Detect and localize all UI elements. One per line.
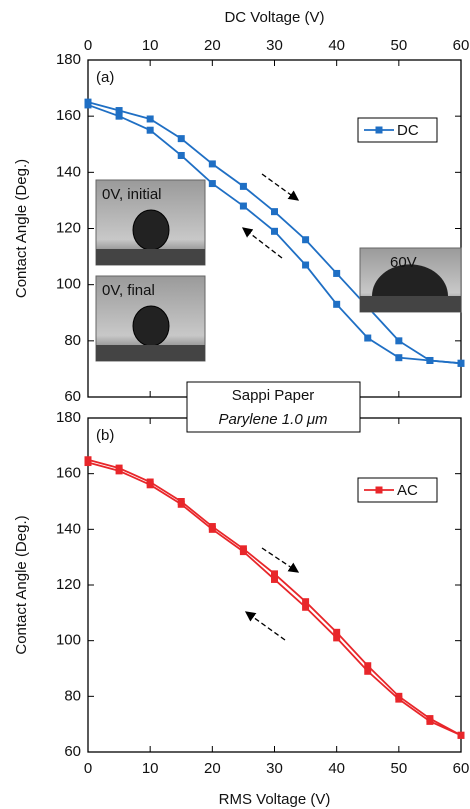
y-tick-label: 160 (56, 107, 81, 124)
x-tick-label: 20 (204, 37, 221, 54)
data-point (333, 628, 341, 636)
droplet (132, 209, 170, 251)
data-point (302, 236, 310, 244)
data-point (333, 300, 341, 308)
droplet (132, 305, 170, 347)
inset-label: 60V (390, 254, 417, 271)
data-point (84, 101, 92, 109)
data-point (208, 525, 216, 533)
x-tick-label: 10 (142, 760, 159, 777)
inset-ground (96, 249, 205, 265)
data-point (364, 662, 372, 670)
y-tick-label: 120 (56, 576, 81, 593)
x-tick-label: 50 (390, 37, 407, 54)
legend-label: DC (397, 122, 419, 139)
y-tick-label: 160 (56, 465, 81, 482)
x-tick-label: 40 (328, 760, 345, 777)
x-tick-label: 40 (328, 37, 345, 54)
data-point (84, 459, 92, 467)
y-tick-label: 80 (64, 687, 81, 704)
data-point (302, 261, 310, 269)
x-tick-label: 30 (266, 37, 283, 54)
data-point (426, 717, 434, 725)
data-point (115, 107, 123, 115)
sweep-arrow (261, 547, 300, 573)
data-point (271, 208, 278, 216)
x-tick-label: 0 (84, 37, 92, 54)
data-point (426, 356, 434, 364)
data-point (177, 135, 185, 143)
annotation: Sappi Paper (232, 387, 315, 404)
y-tick-label: 100 (56, 276, 81, 293)
panel-label: (a) (96, 69, 114, 86)
data-point (457, 731, 465, 739)
data-point (302, 603, 310, 611)
y-tick-label: 140 (56, 163, 81, 180)
annotation: Parylene 1.0 μm (218, 411, 327, 428)
y-tick-label: 100 (56, 632, 81, 649)
series-line (87, 461, 462, 737)
sweep-arrow (244, 611, 286, 641)
y-tick-label: 140 (56, 520, 81, 537)
y-tick-label: 60 (64, 743, 81, 760)
panel-label: (b) (96, 427, 114, 444)
x-tick-label: 10 (142, 37, 159, 54)
data-point (115, 112, 123, 120)
sweep-arrow (261, 173, 300, 201)
data-point (177, 151, 185, 159)
y-tick-label: 120 (56, 219, 81, 236)
data-point (177, 500, 185, 508)
y-axis-label: Contact Angle (Deg.) (13, 159, 30, 298)
data-point (395, 337, 403, 345)
y-tick-label: 60 (64, 388, 81, 405)
data-point (395, 695, 403, 703)
data-point (271, 575, 278, 583)
x-tick-label: 30 (266, 760, 283, 777)
x-axis-label: RMS Voltage (V) (219, 791, 331, 808)
y-tick-label: 180 (56, 51, 81, 68)
data-point (239, 548, 247, 556)
x-tick-label: 50 (390, 760, 407, 777)
x-tick-label: 0 (84, 760, 92, 777)
data-point (333, 269, 341, 277)
inset-ground (360, 296, 461, 312)
data-point (457, 359, 465, 367)
data-point (395, 354, 403, 362)
x-tick-label: 60 (453, 760, 470, 777)
annotation-box (186, 381, 361, 433)
inset-label: 0V, initial (102, 186, 162, 203)
x-tick-label: 60 (453, 37, 470, 54)
inset-label: 0V, final (102, 282, 155, 299)
data-point (271, 570, 278, 578)
data-point (239, 182, 247, 190)
data-point (208, 180, 216, 188)
y-tick-label: 180 (56, 409, 81, 426)
data-point (364, 667, 372, 675)
data-point (115, 467, 123, 475)
data-point (146, 115, 154, 123)
data-point (239, 202, 247, 210)
data-point (364, 334, 372, 342)
legend-marker (375, 486, 383, 494)
droplet (372, 264, 448, 296)
y-tick-label: 80 (64, 332, 81, 349)
data-point (271, 227, 278, 235)
y-axis-label: Contact Angle (Deg.) (13, 515, 30, 654)
data-point (302, 598, 310, 606)
data-point (333, 634, 341, 642)
data-point (208, 160, 216, 168)
x-axis-label: DC Voltage (V) (224, 9, 324, 26)
legend-label: AC (397, 482, 418, 499)
data-point (146, 481, 154, 489)
data-point (146, 126, 154, 134)
x-tick-label: 20 (204, 760, 221, 777)
inset-ground (96, 345, 205, 361)
legend-marker (375, 126, 383, 134)
plot-frame (87, 417, 462, 753)
sweep-arrow (241, 227, 283, 259)
